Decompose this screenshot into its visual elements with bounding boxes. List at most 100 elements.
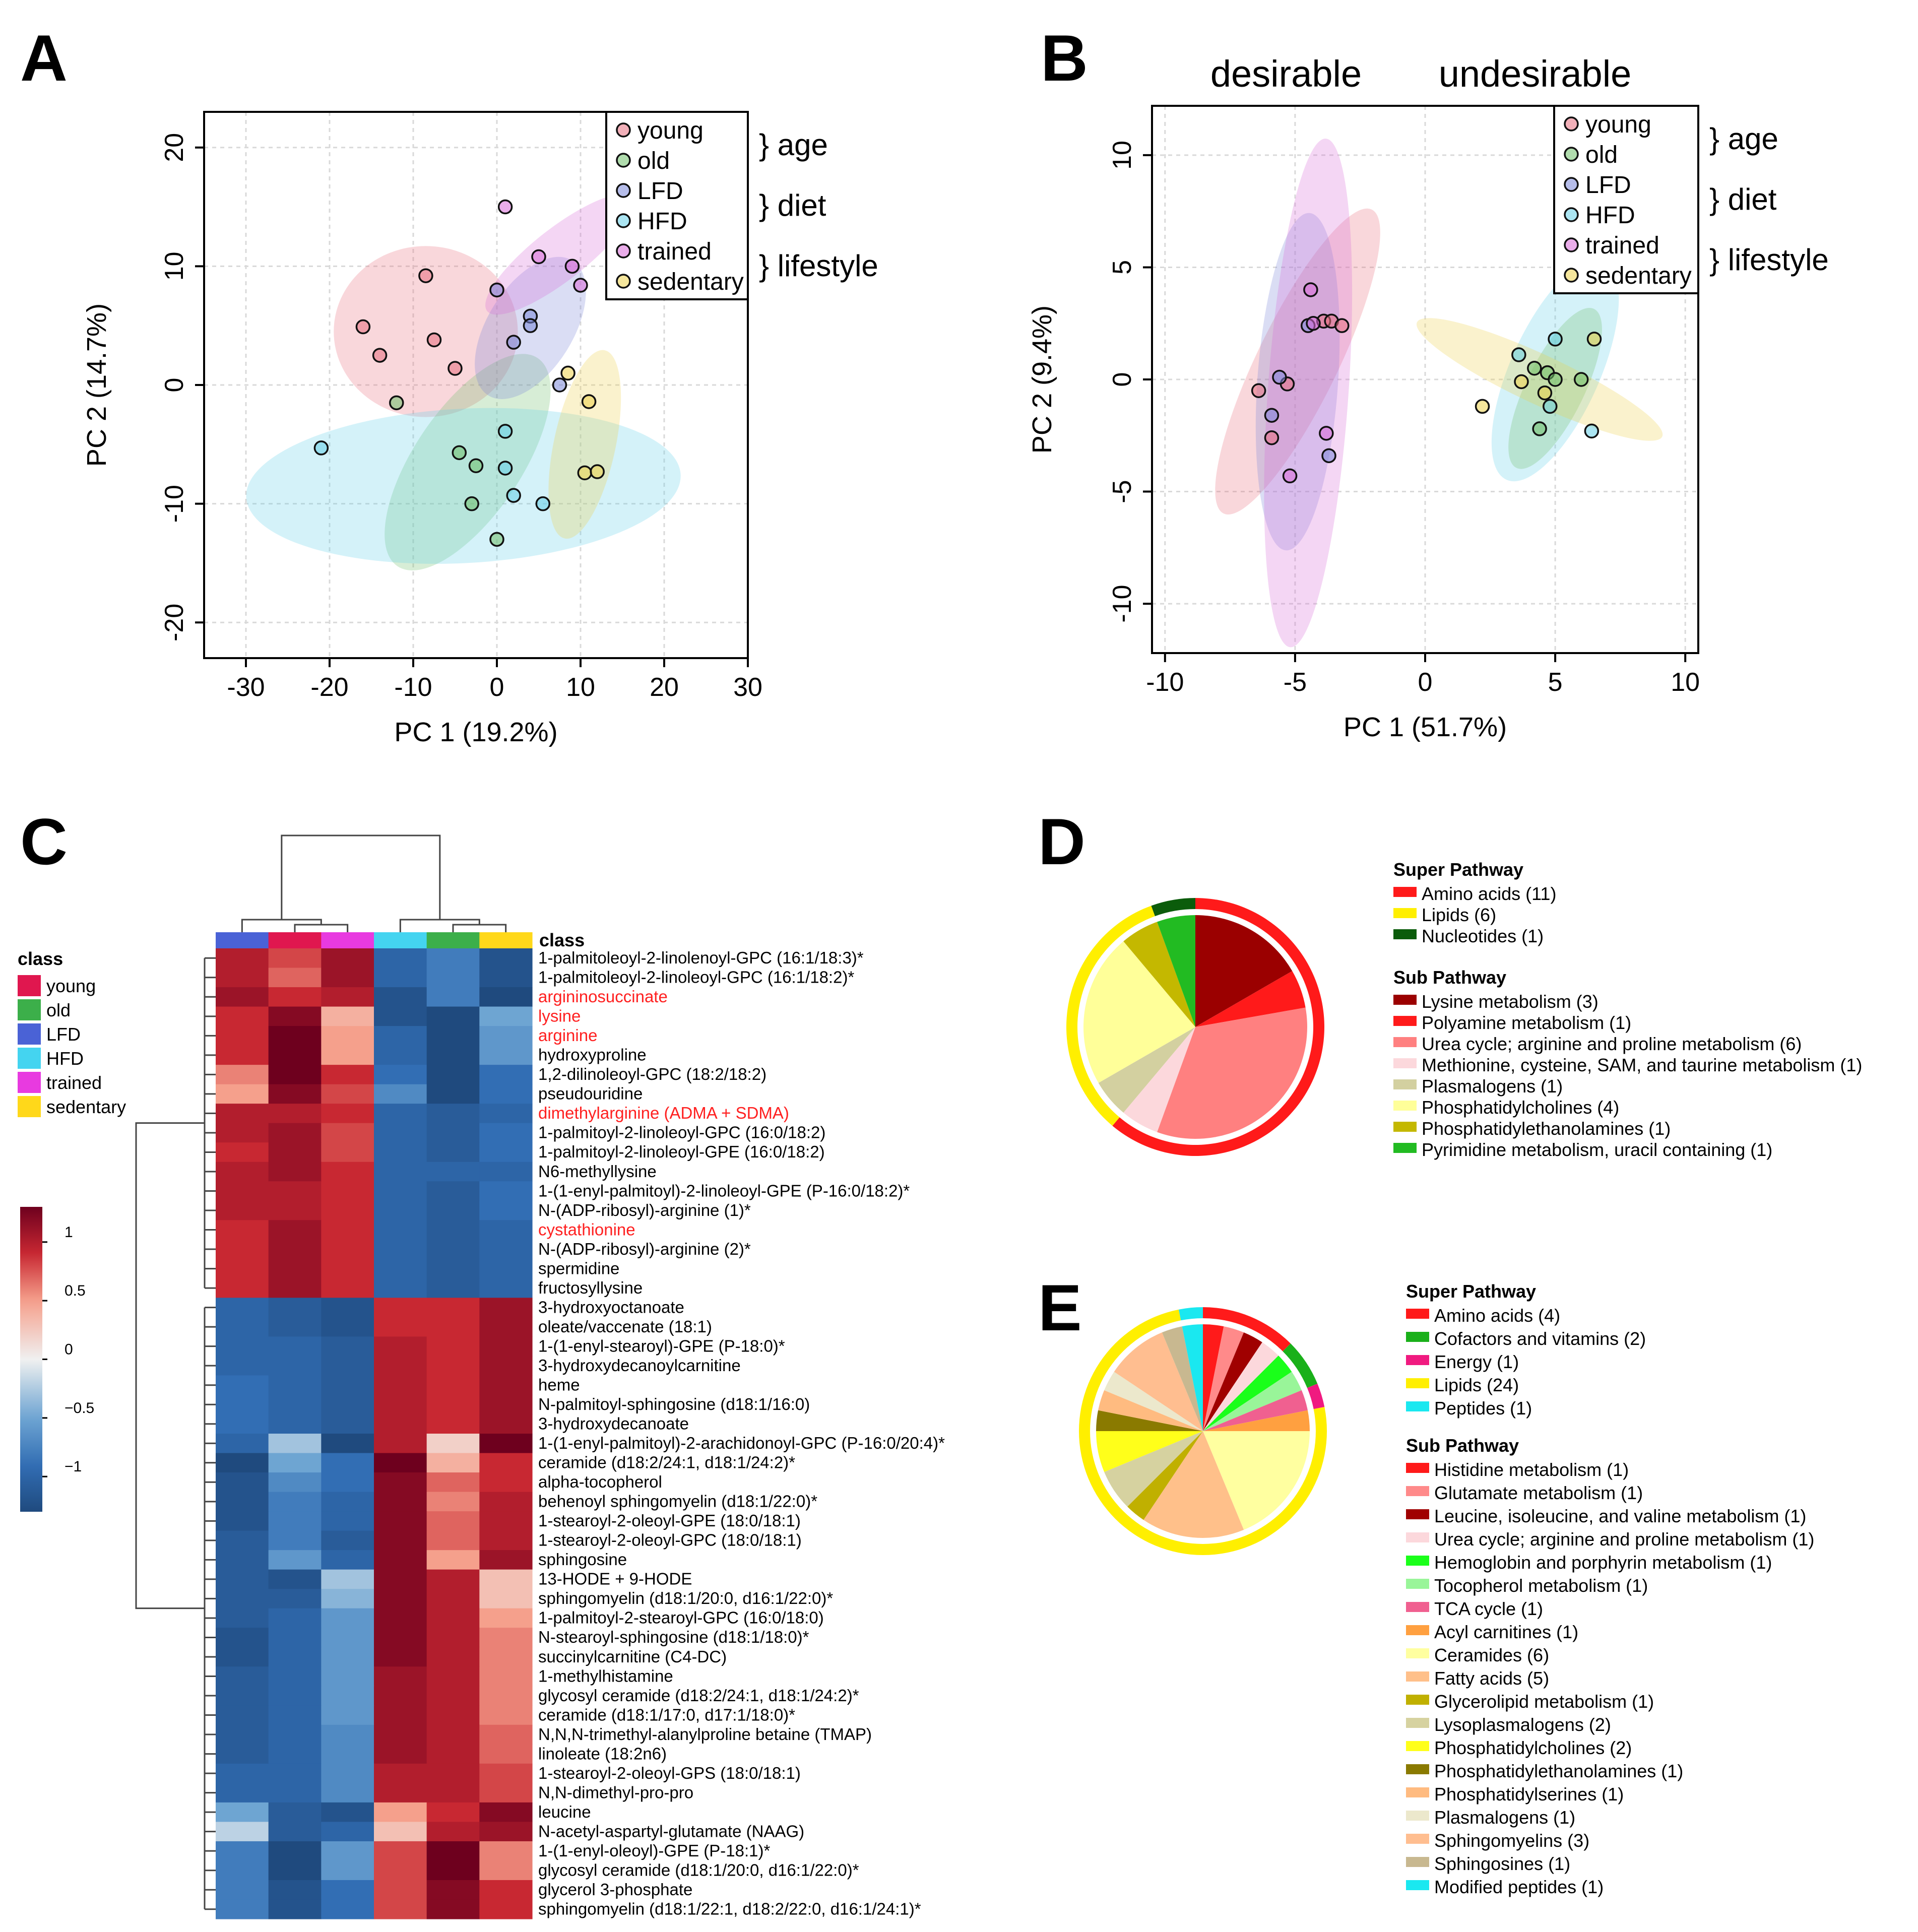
- heatmap-cell: [321, 1550, 374, 1570]
- row-label-fructosyllysine: fructosyllysine: [538, 1278, 643, 1297]
- heatmap-cell: [426, 1181, 480, 1201]
- heatmap-cell: [321, 1200, 374, 1220]
- heatmap-cell: [374, 1822, 427, 1842]
- heatmap-cell: [268, 1278, 322, 1298]
- heatmap-cell: [268, 1724, 322, 1745]
- heatmap-cell: [216, 1628, 269, 1648]
- row-label-n6-methyllysine: N6-methyllysine: [538, 1162, 657, 1181]
- heatmap-cell: [216, 1375, 269, 1395]
- heatmap-cell: [268, 1104, 322, 1124]
- row-label-behenoyl-sphingomyelin-d18-1-22-0: behenoyl sphingomyelin (d18:1/22:0)*: [538, 1492, 817, 1511]
- data-point-old: [1527, 360, 1542, 376]
- heatmap-cell: [374, 1123, 427, 1143]
- y-tick-label: 10: [1108, 141, 1137, 170]
- heatmap-cell: [216, 1278, 269, 1298]
- pie-slice-phosphatidylethanolamines-1: [1123, 922, 1195, 1027]
- heatmap-cell: [479, 1414, 533, 1434]
- heatmap-cell: [216, 1104, 269, 1124]
- data-point-trained: [531, 249, 546, 265]
- heatmap-cell: [268, 1550, 322, 1570]
- sub-legend-label-phosphatidylethanolamines-1: Phosphatidylethanolamines (1): [1434, 1761, 1683, 1781]
- pie-slice-phosphatidylcholines-4: [1083, 941, 1195, 1083]
- heatmap-cell: [426, 1472, 480, 1493]
- y-tick-label: 20: [160, 133, 189, 162]
- heatmap-cell: [374, 1142, 427, 1163]
- sub-legend-swatch-plasmalogens-1: [1393, 1079, 1417, 1089]
- heatmap-cell: [321, 1394, 374, 1415]
- data-point-lfd: [1264, 408, 1280, 423]
- legend-marker-lfd: [1564, 177, 1579, 192]
- panel-label-c: C: [20, 805, 68, 878]
- legend-marker-lfd: [616, 183, 631, 198]
- legend-label-old: old: [637, 148, 670, 174]
- confidence-ellipse-sedentary: [1416, 318, 1663, 441]
- super-legend-swatch-peptides-1: [1406, 1401, 1429, 1411]
- heatmap-cell: [479, 1511, 533, 1531]
- row-label-1-1-enyl-oleoyl-gpe-p-18-1: 1-(1-enyl-oleoyl)-GPE (P-18:1)*: [538, 1841, 770, 1860]
- heatmap-cell: [268, 968, 322, 988]
- row-label-linoleate-18-2n6: linoleate (18:2n6): [538, 1744, 667, 1763]
- heatmap-cell: [321, 1608, 374, 1628]
- confidence-ellipse-old: [1508, 308, 1602, 469]
- heatmap-cell: [216, 1336, 269, 1357]
- x-tick-label: 5: [1548, 668, 1563, 697]
- heatmap-cell: [321, 1356, 374, 1376]
- legend-label-sedentary: sedentary: [1585, 263, 1692, 289]
- heatmap-cell: [426, 1375, 480, 1395]
- row-label-sphingomyelin-d18-1-20-0-d16-1-22-0: sphingomyelin (d18:1/20:0, d16:1/22:0)*: [538, 1589, 833, 1607]
- sub-legend-swatch-sphingomyelins-3: [1406, 1834, 1429, 1844]
- heatmap-cell: [374, 1686, 427, 1706]
- heatmap-cell: [374, 1375, 427, 1395]
- data-point-sedentary: [1586, 332, 1602, 347]
- heatmap-cell: [479, 1394, 533, 1415]
- heatmap-cell: [374, 1783, 427, 1803]
- heatmap-cell: [374, 1860, 427, 1881]
- data-point-lfd: [489, 282, 504, 298]
- panel-label-b: B: [1041, 21, 1088, 95]
- row-label-1-palmitoleoyl-2-linolenoyl-gpc-16-1-18-3: 1-palmitoleoyl-2-linolenoyl-GPC (16:1/18…: [538, 948, 864, 967]
- colorbar-tick-label: 0.5: [65, 1282, 86, 1299]
- heatmap-cell: [216, 1550, 269, 1570]
- heatmap-cell: [374, 987, 427, 1007]
- heatmap-cell: [374, 1899, 427, 1919]
- heatmap-cell: [374, 1880, 427, 1900]
- sub-legend-label-phosphatidylcholines-4: Phosphatidylcholines (4): [1422, 1097, 1619, 1118]
- heatmap-cell: [426, 1899, 480, 1919]
- heatmap-cell: [216, 1511, 269, 1531]
- heatmap-cell: [321, 1647, 374, 1667]
- heatmap-cell: [216, 1530, 269, 1551]
- class-legend-swatch-lfd: [18, 1023, 41, 1045]
- legend-label-trained: trained: [1585, 232, 1659, 259]
- data-point-lfd: [552, 377, 567, 393]
- class-legend-swatch-sedentary: [18, 1096, 41, 1117]
- ring-segment-peptides-1: [1179, 1307, 1203, 1321]
- confidence-ellipse-lfd: [1255, 213, 1340, 551]
- heatmap-cell: [479, 1104, 533, 1124]
- sub-legend-label-methionine-cysteine-sam-and-taurine-metabolism-1: Methionine, cysteine, SAM, and taurine m…: [1422, 1055, 1862, 1075]
- heatmap-cell: [268, 1860, 322, 1881]
- super-legend-label-cofactors-and-vitamins-2: Cofactors and vitamins (2): [1434, 1328, 1646, 1349]
- heatmap-cell: [426, 968, 480, 988]
- sub-legend-label-polyamine-metabolism-1: Polyamine metabolism (1): [1422, 1012, 1631, 1033]
- row-label-n-palmitoyl-sphingosine-d18-1-16-0: N-palmitoyl-sphingosine (d18:1/16:0): [538, 1395, 810, 1413]
- heatmap-cell: [216, 1006, 269, 1026]
- heatmap-cell: [374, 1239, 427, 1259]
- heatmap-cell: [268, 1530, 322, 1551]
- heatmap-cell: [374, 1511, 427, 1531]
- x-tick-label: -30: [227, 673, 265, 702]
- heatmap-cell: [321, 1511, 374, 1531]
- heatmap-cell: [216, 1123, 269, 1143]
- col-dendrogram: [399, 919, 480, 932]
- heatmap-cell: [321, 1104, 374, 1124]
- pie-slice-lysoplasmalogens-2: [1104, 1431, 1203, 1507]
- super-legend-label-lipids-24: Lipids (24): [1434, 1375, 1519, 1395]
- heatmap-cell: [268, 1298, 322, 1318]
- pie-slice-plasmalogens-1: [1098, 1027, 1195, 1113]
- heatmap-cell: [321, 1336, 374, 1357]
- legend-bracket-diet: } diet: [1709, 182, 1777, 216]
- heatmap-cell: [374, 1589, 427, 1609]
- heatmap-cell: [268, 1006, 322, 1026]
- data-point-sedentary: [1514, 374, 1529, 390]
- sub-legend-label-phosphatidylserines-1: Phosphatidylserines (1): [1434, 1784, 1624, 1805]
